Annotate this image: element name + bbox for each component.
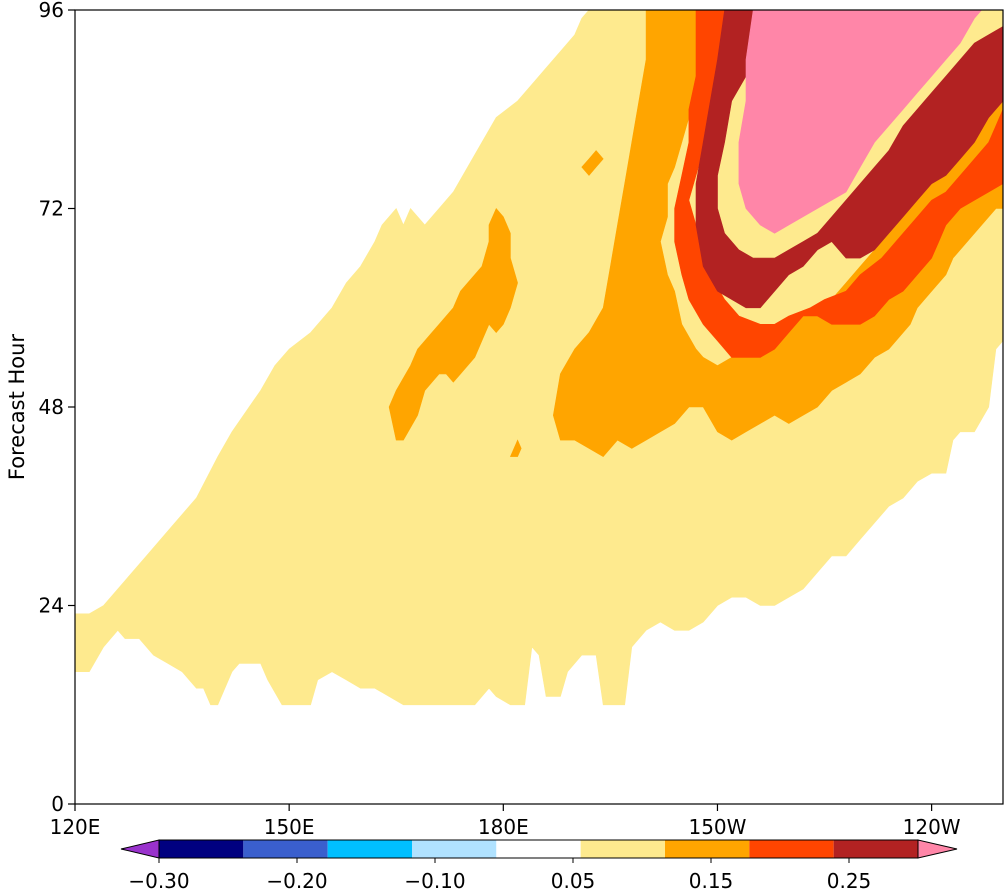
colorbar-tick-label: −0.10 [404, 869, 465, 893]
colorbar-frame [158, 839, 919, 859]
x-axis: 120E 150E 180E 150W 120W [50, 804, 961, 839]
colorbar-tick-label: −0.20 [266, 869, 327, 893]
contour-fill-0-10 [388, 207, 518, 441]
y-tick-label: 72 [39, 197, 64, 221]
contour-fill-0-10 [581, 150, 604, 176]
colorbar-tick-label: 0.05 [551, 869, 596, 893]
y-tick-label: 0 [51, 792, 64, 816]
y-tick-label: 48 [39, 395, 64, 419]
y-tick-label: 24 [39, 594, 64, 618]
x-tick-label: 120E [50, 815, 101, 839]
colorbar-bin [496, 840, 581, 858]
colorbar-bin [159, 840, 244, 858]
colorbar: −0.30 −0.20 −0.10 0.05 0.15 0.25 [120, 839, 958, 893]
colorbar-tick-label: 0.15 [689, 869, 734, 893]
y-tick-label: 96 [39, 0, 64, 22]
x-tick-label: 180E [478, 815, 529, 839]
contour-fill-0-25 [738, 10, 982, 234]
x-tick-label: 120W [903, 815, 961, 839]
y-axis-label: Forecast Hour [5, 334, 29, 480]
x-tick-label: 150W [688, 815, 746, 839]
colorbar-bin [243, 840, 328, 858]
contour-fill-0-10 [552, 10, 1003, 457]
colorbar-bin [665, 840, 750, 858]
colorbar-bin [580, 840, 665, 858]
contour-fill-0-20 [695, 10, 1003, 309]
colorbar-bin [412, 840, 497, 858]
colorbar-tick-label: 0.25 [827, 869, 872, 893]
x-tick-label: 150E [264, 815, 315, 839]
colorbar-bin [833, 840, 918, 858]
y-axis: 0 24 48 72 96 [39, 0, 75, 816]
contour-fill-0-10 [509, 439, 522, 457]
contour-fills [75, 10, 1003, 706]
colorbar-bin [749, 840, 834, 858]
colorbar-bin [327, 840, 412, 858]
colorbar-tick-label: −0.30 [128, 869, 189, 893]
